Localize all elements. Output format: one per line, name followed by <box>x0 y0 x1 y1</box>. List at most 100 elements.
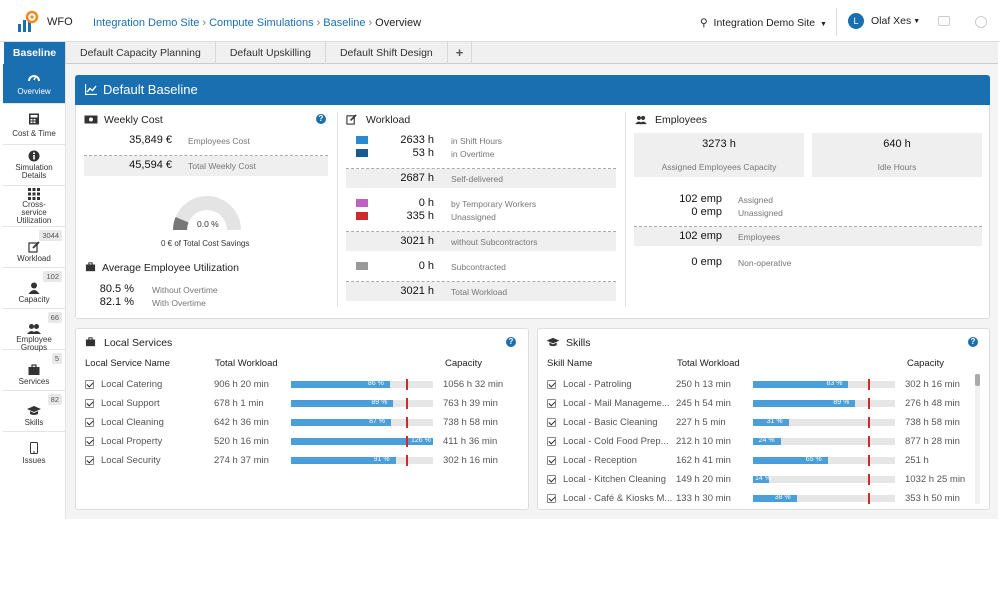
sidebar-item-label: Capacity <box>18 295 50 304</box>
overtime-value: 53 h <box>412 147 434 159</box>
graduation-cap-icon <box>546 337 560 347</box>
sidebar-item-overview[interactable]: Overview <box>3 64 65 104</box>
capacity-marker <box>868 493 870 504</box>
row-checkbox[interactable] <box>85 380 94 389</box>
utilization-percent: 89 % <box>833 399 850 406</box>
row-checkbox[interactable] <box>547 418 556 427</box>
column-header[interactable]: Total Workload <box>215 358 278 369</box>
column-header[interactable]: Local Service Name <box>85 358 171 369</box>
sidebar-item-label: Employee Groups <box>16 335 52 352</box>
capacity-marker <box>868 474 870 485</box>
tab-default-upskilling[interactable]: Default Upskilling <box>216 42 326 64</box>
briefcase-icon <box>85 337 96 347</box>
total-cost-value: 45,594 € <box>129 159 172 171</box>
breadcrumb-item[interactable]: Baseline <box>323 17 366 29</box>
row-capacity: 877 h 28 min <box>905 436 960 447</box>
sidebar-item-label: Cross-service Utilization <box>16 200 52 225</box>
site-selector[interactable]: ⚲ Integration Demo Site ▼ <box>700 17 827 29</box>
row-name: Local - Basic Cleaning <box>563 417 658 428</box>
help-icon[interactable]: ? <box>968 337 978 347</box>
gauge-icon <box>28 75 40 82</box>
row-capacity: 738 h 58 min <box>443 417 498 428</box>
briefcase-icon <box>28 364 40 375</box>
utilization-percent: 86 % <box>367 380 384 387</box>
capacity-marker <box>406 379 408 390</box>
scrollbar-thumb[interactable] <box>975 374 980 386</box>
row-capacity: 763 h 39 min <box>443 398 498 409</box>
tab-default-capacity-planning[interactable]: Default Capacity Planning <box>66 42 216 64</box>
self-delivered-value: 2687 h <box>400 172 434 184</box>
sidebar-item-cross-service-utilization[interactable]: Cross-service Utilization <box>3 186 65 227</box>
utilization-bar-fill <box>753 476 770 483</box>
utilization-bar: 24 % <box>753 436 895 447</box>
wfo-logo-icon <box>18 10 39 32</box>
row-checkbox[interactable] <box>547 399 556 408</box>
breadcrumb-item[interactable]: Integration Demo Site <box>93 17 200 29</box>
sidebar-item-services[interactable]: 5 Services <box>3 350 65 391</box>
utilization-bar: 14 % <box>753 474 895 485</box>
row-name: Local - Patroling <box>563 379 632 390</box>
row-name: Local Support <box>101 398 160 409</box>
sidebar-item-employee-groups[interactable]: 66 Employee Groups <box>3 309 65 352</box>
info-icon <box>28 150 40 162</box>
sidebar-item-capacity[interactable]: 102 Capacity <box>3 268 65 309</box>
breadcrumb-item[interactable]: Compute Simulations <box>209 17 314 29</box>
row-checkbox[interactable] <box>547 456 556 465</box>
row-checkbox[interactable] <box>85 399 94 408</box>
row-workload: 520 h 16 min <box>214 436 269 447</box>
assigned-employees-value: 102 emp <box>679 193 722 205</box>
assigned-capacity-label: Assigned Employees Capacity <box>661 162 777 172</box>
row-checkbox[interactable] <box>547 437 556 446</box>
row-capacity: 1032 h 25 min <box>905 474 966 485</box>
status-circle-icon[interactable] <box>975 16 987 28</box>
capacity-marker <box>868 398 870 409</box>
row-checkbox[interactable] <box>85 437 94 446</box>
with-overtime-value: 82.1 % <box>99 296 134 308</box>
calculator-icon <box>29 113 39 125</box>
utilization-bar-fill <box>291 457 396 464</box>
overtime-swatch <box>356 149 368 157</box>
utilization-bar-fill <box>291 438 433 445</box>
sidebar-item-simulation-details[interactable]: Simulation Details <box>3 145 65 186</box>
utilization-bar-fill <box>753 495 797 502</box>
row-checkbox[interactable] <box>547 380 556 389</box>
sidebar-item-cost-time[interactable]: Cost & Time <box>3 104 65 145</box>
column-header[interactable]: Skill Name <box>547 358 593 369</box>
idle-hours-label: Idle Hours <box>877 162 917 172</box>
user-menu[interactable]: L Olaf Xes ▼ <box>848 13 920 29</box>
skills-scrollbar[interactable] <box>975 374 980 504</box>
tab-default-shift-design[interactable]: Default Shift Design <box>326 42 448 64</box>
row-checkbox[interactable] <box>547 494 556 503</box>
column-header[interactable]: Total Workload <box>677 358 740 369</box>
row-checkbox[interactable] <box>547 475 556 484</box>
row-checkbox[interactable] <box>85 418 94 427</box>
count-badge: 82 <box>47 394 62 405</box>
chat-icon[interactable] <box>938 16 950 26</box>
top-bar: WFO Integration Demo Site › Compute Simula… <box>0 0 1000 42</box>
tab-baseline[interactable]: Baseline <box>4 42 66 64</box>
column-header[interactable]: Capacity <box>445 358 482 369</box>
help-icon[interactable]: ? <box>506 337 516 347</box>
without-subcontractors-label: without Subcontractors <box>451 237 538 247</box>
sidebar-item-label: Workload <box>17 254 51 263</box>
sidebar-item-issues[interactable]: Issues <box>3 432 65 473</box>
column-header[interactable]: Capacity <box>907 358 944 369</box>
idle-hours-box <box>812 133 982 177</box>
user-icon <box>28 282 40 294</box>
shift-hours-value: 2633 h <box>400 134 434 146</box>
utilization-percent: 65 % <box>805 456 822 463</box>
sidebar-item-workload[interactable]: 3044 Workload <box>3 227 65 268</box>
add-tab-button[interactable]: + <box>448 42 473 64</box>
mobile-icon <box>30 442 38 454</box>
utilization-percent: 24 % <box>758 437 775 444</box>
total-cost-row <box>84 156 328 176</box>
capacity-marker <box>406 455 408 466</box>
total-employees-value: 102 emp <box>679 230 722 242</box>
sidebar: Overview Cost & Time Simulation Details … <box>3 64 66 519</box>
help-icon[interactable]: ? <box>316 114 326 124</box>
overtime-label: in Overtime <box>451 149 495 159</box>
divider <box>346 168 616 169</box>
sidebar-item-skills[interactable]: 82 Skills <box>3 391 65 432</box>
row-checkbox[interactable] <box>85 456 94 465</box>
subcontracted-swatch <box>356 262 368 270</box>
